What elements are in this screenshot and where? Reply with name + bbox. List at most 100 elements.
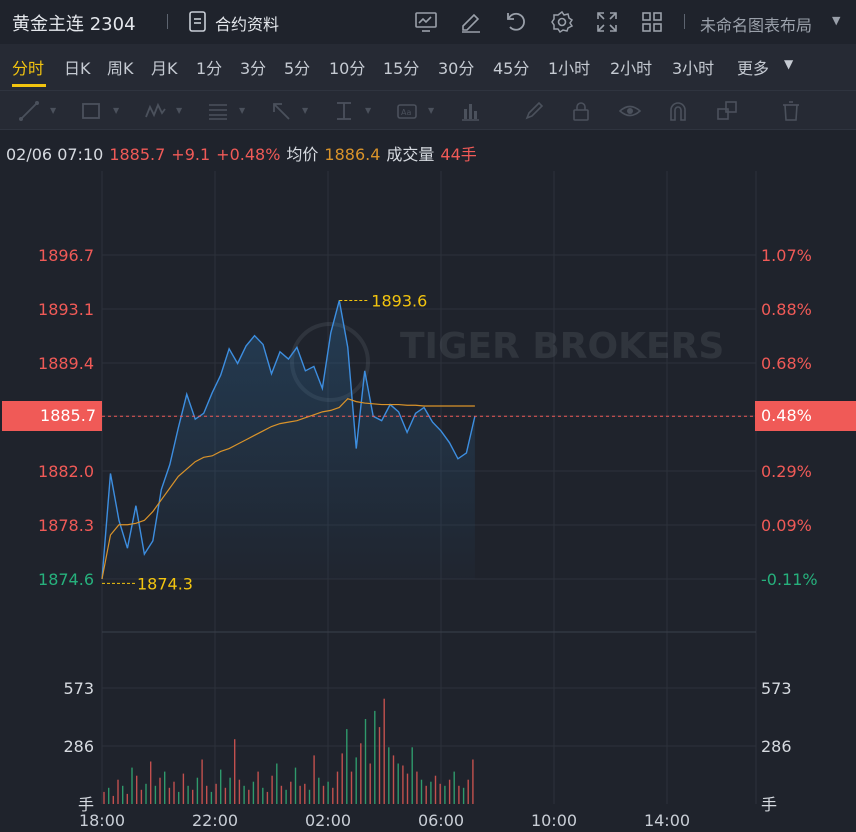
lock-icon[interactable] (570, 100, 592, 122)
high-label: 1893.6 (371, 291, 427, 310)
arrow-tool-icon[interactable] (270, 100, 292, 122)
price-change: +9.1 (171, 145, 211, 164)
time-axis-label: 22:00 (192, 811, 238, 830)
pct-axis-label: 1.07% (761, 246, 812, 265)
trash-icon[interactable] (780, 100, 802, 122)
magnet-icon[interactable] (667, 100, 689, 122)
current-price-badge: 1885.7 (2, 401, 102, 431)
price-axis-label: 1882.0 (38, 462, 94, 481)
time-axis-label: 14:00 (644, 811, 690, 830)
volume-axis-label-left: 573 (63, 679, 94, 698)
tab-period-more[interactable]: 更多 (737, 59, 770, 78)
high-low-markers: 1893.6 1874.3 (102, 291, 427, 593)
document-icon[interactable] (188, 11, 208, 33)
grid-layout-icon[interactable] (640, 10, 664, 34)
edit-icon[interactable] (459, 10, 483, 34)
datetime: 02/06 07:10 (6, 145, 104, 164)
current-pct-badge: 0.48% (755, 401, 856, 431)
time-axis-label: 06:00 (418, 811, 464, 830)
tab-period-45m[interactable]: 45分 (493, 59, 530, 78)
chevron-down-icon[interactable]: ▼ (832, 14, 841, 27)
svg-text:TIGER BROKERS: TIGER BROKERS (400, 326, 724, 367)
chevron-down-icon[interactable]: ▼ (428, 106, 435, 115)
chevron-down-icon[interactable]: ▼ (113, 106, 120, 115)
fibonacci-tool-icon[interactable] (207, 100, 229, 122)
tab-period-1h[interactable]: 1小时 (548, 59, 591, 78)
price-axis-label: 1896.7 (38, 246, 94, 265)
chevron-down-icon[interactable]: ▼ (176, 106, 183, 115)
tab-period-30m[interactable]: 30分 (438, 59, 475, 78)
chevron-down-icon[interactable]: ▼ (239, 106, 246, 115)
price-axis-label: 1874.6 (38, 570, 94, 589)
price-area-fill (102, 300, 475, 579)
tab-period-daily[interactable]: 日K (64, 59, 91, 78)
tab-period-2h[interactable]: 2小时 (610, 59, 653, 78)
volume-axis-label-left: 286 (63, 737, 94, 756)
rectangle-tool-icon[interactable] (80, 100, 102, 122)
pct-axis-label: 0.68% (761, 354, 812, 373)
price-axis-label: 1893.1 (38, 300, 94, 319)
price-axis-label: 1878.3 (38, 516, 94, 535)
brush-icon[interactable] (523, 100, 545, 122)
pct-axis-label: 0.29% (761, 462, 812, 481)
tab-period-10m[interactable]: 10分 (329, 59, 366, 78)
fullscreen-icon[interactable] (595, 10, 619, 34)
time-axis-label: 18:00 (79, 811, 125, 830)
chevron-down-icon[interactable]: ▼ (302, 106, 309, 115)
tab-period-3h[interactable]: 3小时 (672, 59, 715, 78)
volume-label: 成交量 (386, 145, 435, 164)
pct-axis-label: 0.09% (761, 516, 812, 535)
divider (684, 14, 685, 29)
price-line (101, 300, 476, 580)
wave-tool-icon[interactable] (144, 100, 166, 122)
drawing-toolbar: ▼ ▼ ▼ ▼ ▼ ▼ Aa ▼ (0, 90, 856, 130)
time-axis-label: 02:00 (305, 811, 351, 830)
layers-icon[interactable] (716, 100, 738, 122)
quote-info-row: 02/06 07:10 1885.7 +9.1 +0.48% 均价 1886.4 成交量 44… (6, 141, 483, 165)
avg-price-label: 均价 (286, 145, 319, 164)
time-axis-label: 10:00 (531, 811, 577, 830)
indicator-tool-icon[interactable] (459, 100, 481, 122)
avg-price-line (101, 397, 475, 580)
tab-period-3m[interactable]: 3分 (240, 59, 267, 78)
tab-period-5m[interactable]: 5分 (284, 59, 311, 78)
text-tool-icon[interactable]: Aa (396, 100, 418, 122)
divider (167, 14, 168, 29)
eye-icon[interactable] (619, 100, 641, 122)
volume-bars (103, 698, 474, 804)
tab-period-intraday[interactable]: 分时 (12, 59, 45, 78)
measure-tool-icon[interactable] (333, 100, 355, 122)
price-axis-label: 1889.4 (38, 354, 94, 373)
chart-icon[interactable] (414, 10, 438, 34)
tab-period-weekly[interactable]: 周K (107, 59, 134, 78)
tab-period-1m[interactable]: 1分 (196, 59, 223, 78)
refresh-icon[interactable] (504, 10, 528, 34)
volume-value: 44手 (440, 145, 477, 164)
pct-axis-label: -0.11% (761, 570, 818, 589)
price-change-pct: +0.48% (216, 145, 281, 164)
tab-period-15m[interactable]: 15分 (383, 59, 420, 78)
tab-period-monthly[interactable]: 月K (151, 59, 178, 78)
line-tool-icon[interactable] (18, 100, 40, 122)
volume-axis-label-left: 手 (78, 795, 94, 814)
contract-info-link[interactable]: 合约资料 (215, 15, 280, 34)
watermark: TIGER BROKERS (290, 322, 724, 402)
low-label: 1874.3 (137, 574, 193, 593)
title-bar: 黄金主连 2304 合约资料 未命名图表布局 ▼ (0, 0, 856, 44)
volume-axis-label-right: 286 (761, 737, 792, 756)
chevron-down-icon[interactable]: ▼ (365, 106, 372, 115)
chart-axes: 1896.7 1893.1 1889.4 1882.0 1878.3 1874.6 1.07… (38, 246, 818, 830)
instrument-title: 黄金主连 2304 (12, 14, 136, 35)
pct-axis-label: 0.88% (761, 300, 812, 319)
volume-axis-label-right: 手 (761, 795, 777, 814)
svg-text:Aa: Aa (401, 108, 411, 117)
layout-name-dropdown[interactable]: 未命名图表布局 (700, 16, 813, 35)
active-tab-indicator (12, 84, 46, 87)
volume-axis-label-right: 573 (761, 679, 792, 698)
chevron-down-icon[interactable]: ▼ (784, 57, 794, 71)
last-price: 1885.7 (109, 145, 166, 164)
settings-icon[interactable] (550, 10, 574, 34)
chevron-down-icon[interactable]: ▼ (50, 106, 57, 115)
period-bar: 分时 日K 周K 月K 1分 3分 5分 10分 15分 30分 45分 1小时… (0, 44, 856, 90)
